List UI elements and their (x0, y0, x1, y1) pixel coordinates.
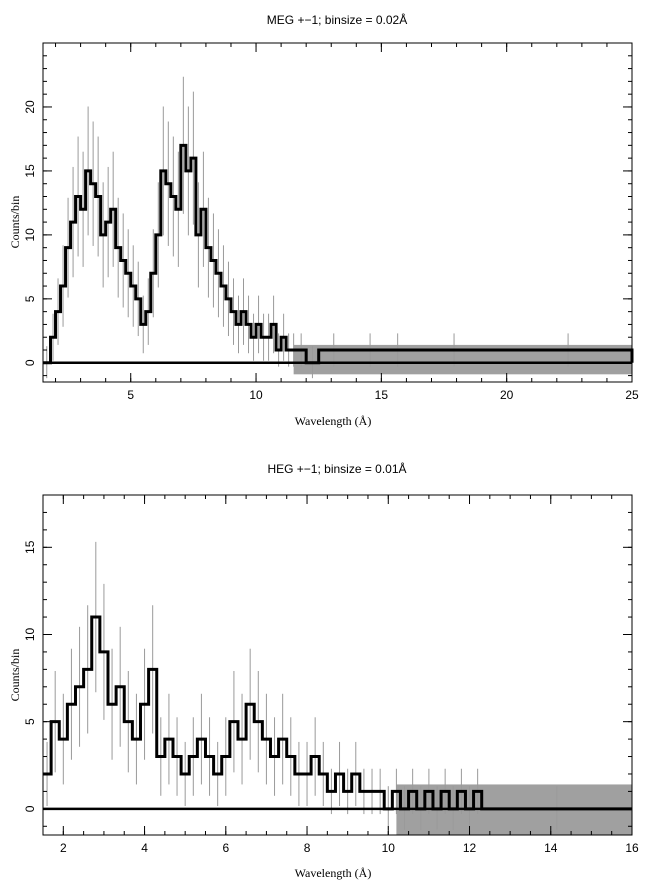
heg-x-tick-label: 4 (141, 841, 148, 855)
meg-panel: MEG +−1; binsize = 0.02Å Wavelength (Å) … (8, 12, 639, 428)
meg-plot-frame (42, 42, 633, 383)
heg-x-tick-label: 8 (304, 841, 311, 855)
meg-x-tick-label: 15 (375, 388, 389, 402)
heg-spectrum-line (43, 615, 632, 811)
meg-title: MEG +−1; binsize = 0.02Å (267, 12, 407, 27)
meg-error-bars (46, 76, 569, 379)
heg-panel: HEG +−1; binsize = 0.01Å Wavelength (Å) … (8, 461, 639, 880)
heg-x-tick-label: 12 (463, 841, 477, 855)
meg-x-tick-label: 10 (249, 388, 263, 402)
meg-y-tick-label: 0 (23, 359, 37, 366)
heg-x-tick-label: 10 (382, 841, 396, 855)
heg-x-tick-label: 2 (60, 841, 67, 855)
meg-x-axis-label: Wavelength (Å) (295, 414, 372, 428)
meg-x-tick-label: 25 (625, 388, 639, 402)
meg-x-tick-label: 20 (500, 388, 514, 402)
heg-title: HEG +−1; binsize = 0.01Å (267, 461, 406, 476)
heg-y-tick-label: 10 (23, 627, 37, 641)
heg-x-tick-label: 16 (625, 841, 639, 855)
meg-y-tick-label: 5 (23, 295, 37, 302)
heg-y-axis-label: Counts/bin (8, 649, 22, 702)
meg-y-tick-label: 20 (23, 100, 37, 114)
heg-plot-frame (42, 494, 633, 836)
meg-spectrum-line (43, 143, 634, 365)
heg-y-tick-label: 0 (23, 805, 37, 812)
heg-x-axis-label: Wavelength (Å) (295, 866, 372, 880)
meg-x-tick-label: 5 (127, 388, 134, 402)
heg-x-tick-label: 6 (222, 841, 229, 855)
meg-y-tick-label: 15 (23, 164, 37, 178)
heg-y-tick-label: 5 (23, 718, 37, 725)
meg-y-axis-label: Counts/bin (8, 196, 22, 249)
meg-y-tick-label: 10 (23, 228, 37, 242)
heg-y-tick-label: 15 (23, 540, 37, 554)
heg-x-tick-label: 14 (544, 841, 558, 855)
